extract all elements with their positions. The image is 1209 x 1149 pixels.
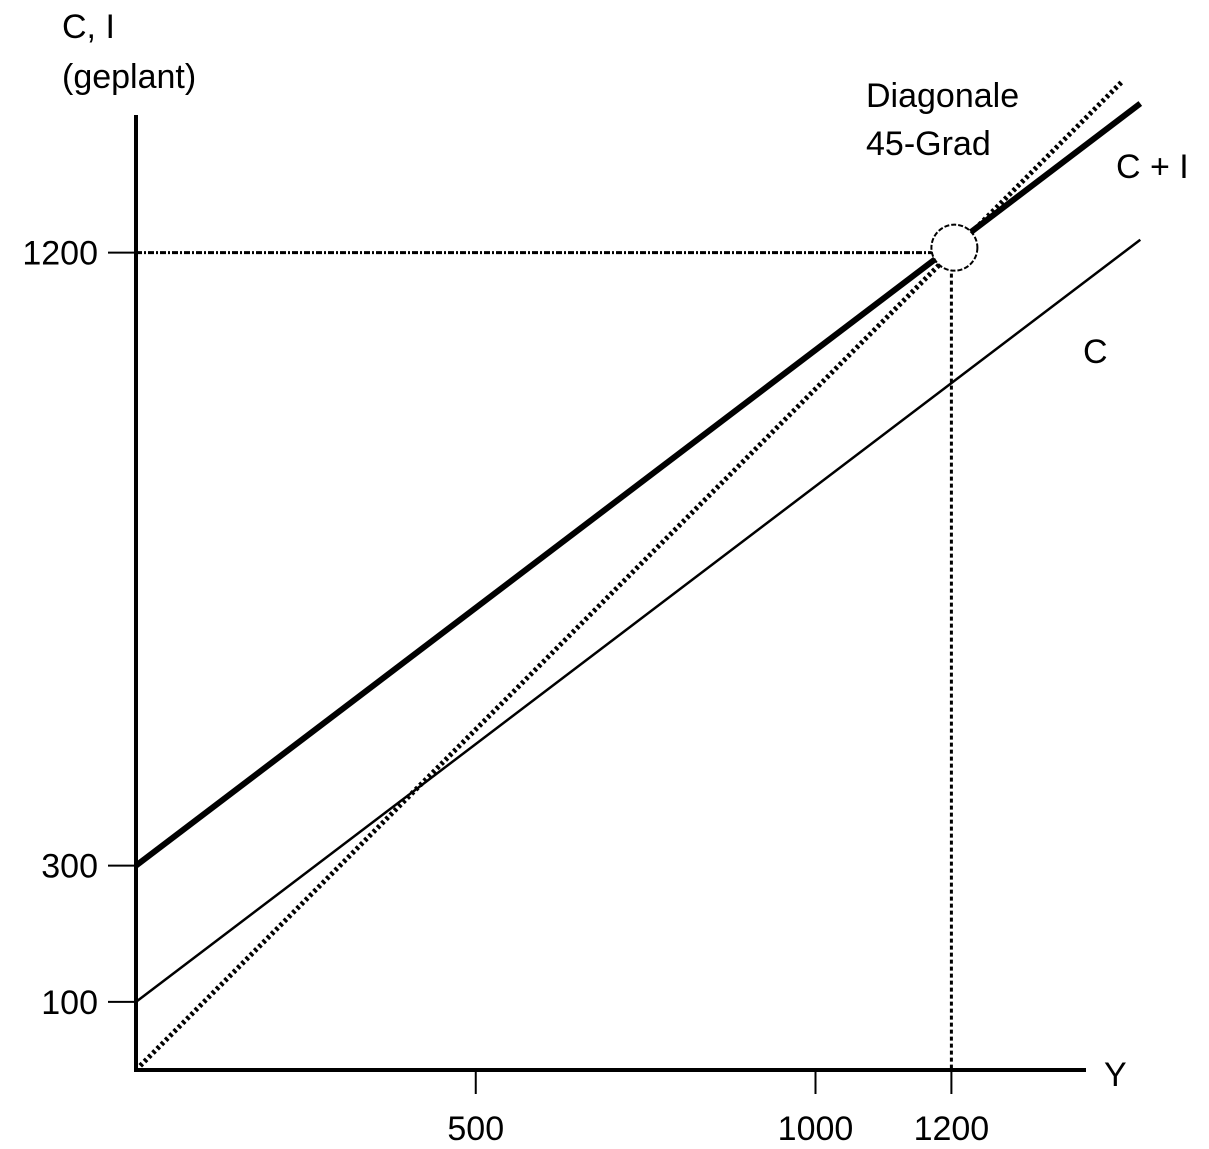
x-axis-label: Y [1104, 1056, 1127, 1094]
equilibrium-guides [136, 251, 953, 1070]
series-line-1 [135, 238, 1142, 1003]
x-tick-label-500: 500 [447, 1110, 504, 1148]
y-tick-label-300: 300 [41, 848, 98, 886]
equilibrium-point [930, 223, 979, 272]
series-line-2 [134, 80, 1124, 1072]
series-label-c-plus-i: C + I [1116, 148, 1189, 186]
series-line-0 [134, 101, 1143, 869]
y-axis-label-line1: C, I [62, 8, 115, 46]
x-tick-label-1200: 1200 [914, 1110, 990, 1148]
x-tick-label-1000: 1000 [778, 1110, 854, 1148]
y-tick-label-1200: 1200 [22, 235, 98, 273]
axes [134, 115, 1086, 1072]
ticks: 100 300 1200 500 1000 1200 [22, 235, 989, 1148]
series-lines [134, 80, 1143, 1072]
y-tick-label-100: 100 [41, 984, 98, 1022]
y-axis-label-line2: (geplant) [62, 58, 196, 96]
labels: C, I (geplant) Y C + I C Diagonale 45-Grad [62, 8, 1189, 1094]
series-label-diagonal-line1: Diagonale [866, 77, 1019, 115]
series-label-diagonal-line2: 45-Grad [866, 125, 991, 163]
series-label-c: C [1083, 333, 1108, 371]
